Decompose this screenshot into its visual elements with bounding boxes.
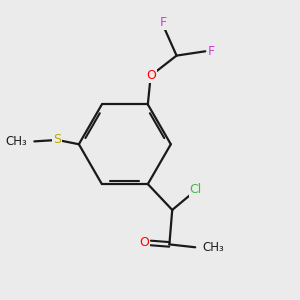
Text: F: F <box>208 45 215 58</box>
Text: O: O <box>146 69 156 82</box>
Text: CH₃: CH₃ <box>202 241 224 254</box>
Text: F: F <box>160 16 167 29</box>
Text: Cl: Cl <box>190 183 202 196</box>
Text: O: O <box>140 236 149 250</box>
Text: CH₃: CH₃ <box>5 135 27 148</box>
Text: S: S <box>53 134 61 146</box>
